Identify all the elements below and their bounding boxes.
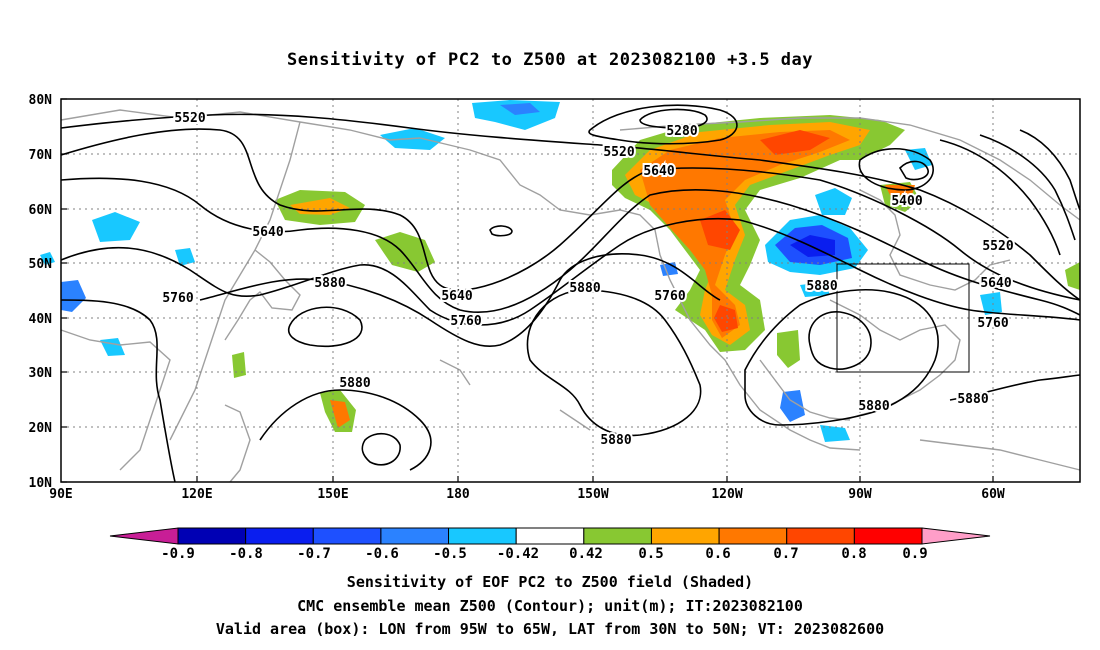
colorbar-box <box>650 527 720 545</box>
lon-label: 90E <box>49 487 72 502</box>
contour-label: 5280 <box>666 124 697 139</box>
colorbar-box <box>718 527 788 545</box>
valid-area-box <box>836 263 970 373</box>
caption-line-2: CMC ensemble mean Z500 (Contour); unit(m… <box>297 597 803 615</box>
lat-label: 20N <box>29 421 53 436</box>
colorbar-box <box>380 527 450 545</box>
contour-label: 5880 <box>957 392 988 407</box>
colorbar-box <box>853 527 923 545</box>
colorbar: -0.9 -0.8 -0.7 -0.6 -0.5 -0.42 0.42 0.5 … <box>109 527 991 562</box>
colorbar-boxes <box>177 527 923 545</box>
contour-label: 5760 <box>162 291 193 306</box>
contour-label: 5880 <box>569 281 600 296</box>
lat-label: 30N <box>29 366 53 381</box>
contour-label: 5880 <box>339 376 370 391</box>
contour-label: 5640 <box>441 289 472 304</box>
colorbar-box <box>177 527 247 545</box>
contour-label: 5520 <box>603 145 634 160</box>
contour-label: 5880 <box>858 399 889 414</box>
lat-label: 50N <box>29 257 53 272</box>
colorbar-box <box>786 527 855 545</box>
z500-contours <box>60 104 1081 483</box>
contour-label: 5400 <box>891 194 922 209</box>
colorbar-box <box>583 527 652 545</box>
lon-label: 180 <box>446 487 470 502</box>
contour-label: 5520 <box>174 111 205 126</box>
map-title: Sensitivity of PC2 to Z500 at 2023082100… <box>286 50 813 70</box>
lon-label: 150W <box>577 487 608 502</box>
colorbar-low-end <box>109 527 179 545</box>
colorbar-label: 0.7 <box>773 546 798 562</box>
lon-label: 120W <box>711 487 742 502</box>
contour-labels: 5520 5640 5760 5880 5880 5640 5760 5880 … <box>160 109 1015 450</box>
lat-label: 70N <box>29 148 53 163</box>
lon-label: 120E <box>181 487 212 502</box>
contour-label: 5880 <box>600 433 631 448</box>
lat-label: 10N <box>29 476 53 491</box>
map-frame <box>60 98 1081 483</box>
contour-label: 5760 <box>450 314 481 329</box>
contour-label: 5760 <box>654 289 685 304</box>
contour-label: 5880 <box>314 276 345 291</box>
colorbar-box <box>245 527 314 545</box>
colorbar-label: -0.8 <box>229 546 263 562</box>
contour-label: 5760 <box>977 316 1008 331</box>
colorbar-high-end <box>921 527 991 545</box>
colorbar-label: 0.6 <box>705 546 730 562</box>
colorbar-label: -0.5 <box>433 546 467 562</box>
caption-line-1: Sensitivity of EOF PC2 to Z500 field (Sh… <box>346 573 754 591</box>
colorbar-label: 0.9 <box>902 546 927 562</box>
colorbar-labels: -0.9 -0.8 -0.7 -0.6 -0.5 -0.42 0.42 0.5 … <box>161 546 928 562</box>
lon-labels: 90E 120E 150E 180 150W 120W 90W 60W <box>49 487 1005 502</box>
axis-ticks <box>61 98 994 483</box>
contour-label: 5640 <box>980 276 1011 291</box>
colorbar-box <box>515 527 585 545</box>
lon-label: 90W <box>848 487 872 502</box>
colorbar-label: -0.6 <box>365 546 399 562</box>
coastlines <box>60 109 1081 483</box>
lat-label: 40N <box>29 312 53 327</box>
contour-label: 5880 <box>806 279 837 294</box>
lat-labels: 80N 70N 60N 50N 40N 30N 20N 10N <box>29 93 53 491</box>
lon-label: 150E <box>317 487 348 502</box>
contour-label: 5640 <box>252 225 283 240</box>
colorbar-box <box>448 527 517 545</box>
colorbar-label: 0.8 <box>841 546 866 562</box>
lat-label: 80N <box>29 93 53 108</box>
caption-line-3: Valid area (box): LON from 95W to 65W, L… <box>215 620 885 638</box>
lon-label: 60W <box>981 487 1005 502</box>
colorbar-label: 0.5 <box>638 546 663 562</box>
colorbar-label: -0.7 <box>297 546 331 562</box>
contour-label: 5640 <box>643 164 674 179</box>
colorbar-label: -0.42 <box>497 546 539 562</box>
colorbar-box <box>312 527 382 545</box>
contour-label: 5520 <box>982 239 1013 254</box>
colorbar-label: -0.9 <box>161 546 195 562</box>
colorbar-label: 0.42 <box>569 546 603 562</box>
lat-label: 60N <box>29 203 53 218</box>
grid <box>61 99 1080 482</box>
